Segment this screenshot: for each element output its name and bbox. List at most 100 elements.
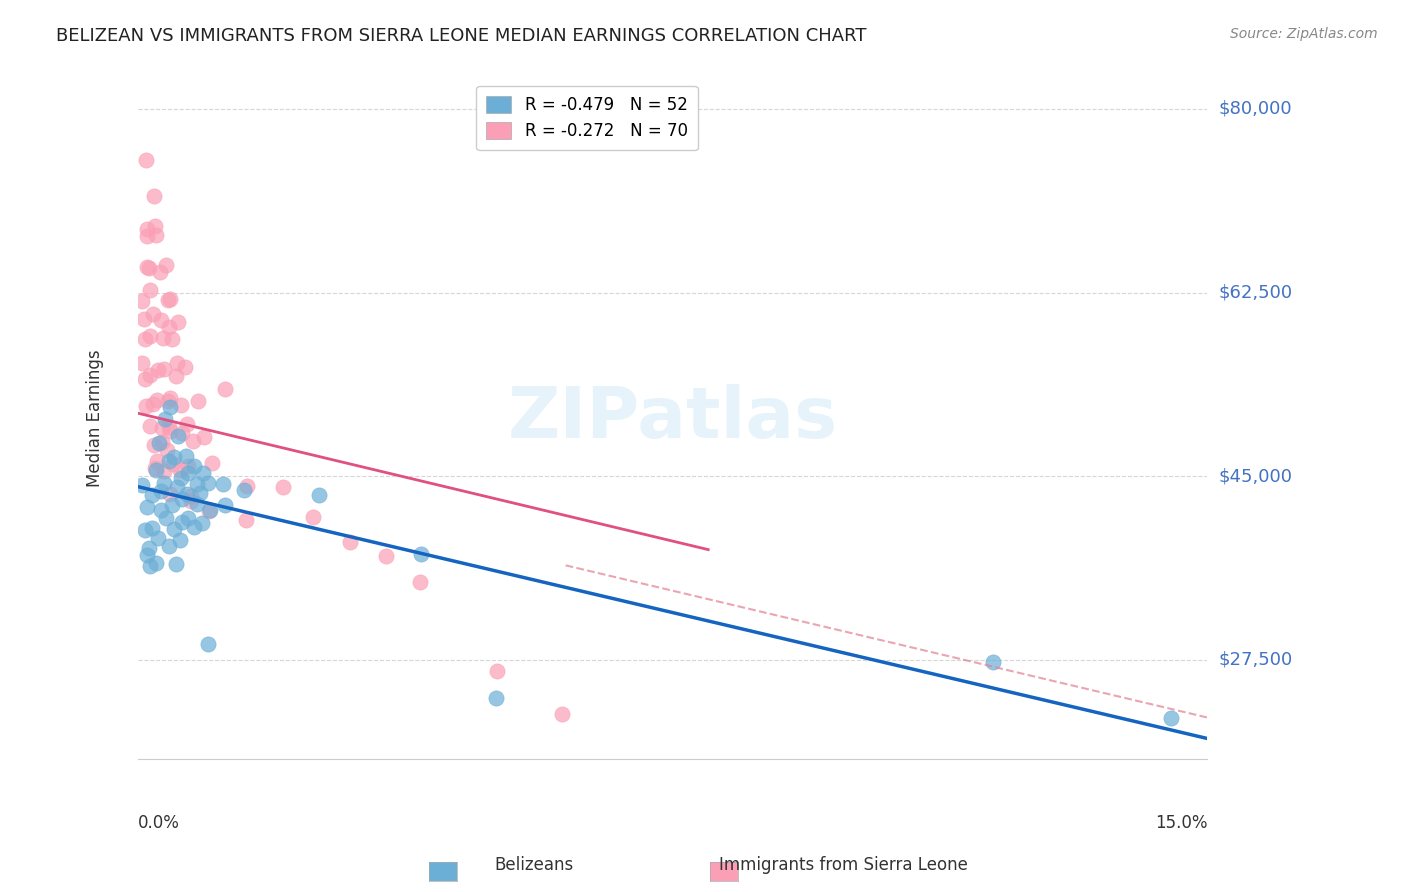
Point: [167, 429, 190, 443]
Point: [150, 313, 173, 327]
Point: [143, 438, 166, 452]
Point: [156, 443, 179, 458]
Point: [139, 419, 162, 434]
Point: [142, 397, 165, 411]
Point: [143, 189, 166, 203]
Point: [198, 504, 221, 518]
Point: [157, 454, 180, 468]
Point: [160, 498, 183, 512]
Point: [308, 488, 330, 502]
Point: [153, 464, 176, 478]
Point: [163, 450, 186, 465]
Point: [153, 412, 176, 426]
Point: [141, 521, 163, 535]
Point: [159, 400, 181, 414]
Point: [134, 332, 156, 346]
Point: [143, 219, 166, 233]
Point: [148, 531, 170, 545]
Point: [141, 488, 163, 502]
Point: [135, 399, 157, 413]
Point: [174, 449, 197, 463]
Point: [157, 320, 180, 334]
Point: [186, 476, 208, 491]
Point: [177, 467, 200, 481]
Point: [187, 393, 209, 408]
Point: [155, 511, 177, 525]
Point: [160, 332, 183, 346]
Text: BELIZEAN VS IMMIGRANTS FROM SIERRA LEONE MEDIAN EARNINGS CORRELATION CHART: BELIZEAN VS IMMIGRANTS FROM SIERRA LEONE…: [56, 27, 866, 45]
Point: [176, 511, 198, 525]
Point: [201, 456, 224, 470]
Point: [138, 329, 160, 343]
Point: [166, 356, 188, 370]
Text: $62,500: $62,500: [1219, 284, 1292, 301]
Point: [197, 637, 219, 651]
Point: [167, 315, 190, 329]
Point: [136, 229, 159, 244]
Point: [551, 706, 574, 721]
Point: [409, 574, 432, 589]
Point: [145, 556, 167, 570]
Point: [139, 558, 162, 573]
Point: [374, 549, 396, 564]
Point: [139, 368, 162, 383]
Point: [131, 356, 153, 370]
Point: [301, 509, 323, 524]
Text: Immigrants from Sierra Leone: Immigrants from Sierra Leone: [718, 856, 969, 874]
Point: [153, 362, 176, 376]
Point: [159, 539, 181, 553]
Point: [176, 487, 198, 501]
Point: [197, 475, 219, 490]
Point: [143, 461, 166, 475]
Point: [181, 434, 204, 449]
Point: [150, 421, 173, 435]
Point: [146, 454, 169, 468]
Point: [169, 533, 191, 547]
Point: [146, 363, 169, 377]
Text: ZIPatlas: ZIPatlas: [508, 384, 838, 453]
Point: [174, 360, 197, 375]
Point: [135, 222, 157, 236]
Point: [150, 502, 173, 516]
Point: [339, 534, 361, 549]
Point: [159, 487, 181, 501]
Point: [156, 394, 179, 409]
Point: [134, 523, 156, 537]
Point: [138, 541, 160, 555]
Point: [139, 284, 162, 298]
Point: [159, 292, 181, 306]
Point: [233, 483, 256, 498]
Point: [159, 424, 181, 438]
Text: Source: ZipAtlas.com: Source: ZipAtlas.com: [1230, 27, 1378, 41]
Point: [145, 463, 167, 477]
Point: [176, 417, 198, 431]
Point: [485, 691, 508, 706]
Point: [183, 459, 205, 474]
Point: [152, 331, 174, 345]
Point: [186, 497, 208, 511]
Point: [271, 479, 294, 493]
Point: [409, 547, 432, 561]
Legend: R = -0.479   N = 52, R = -0.272   N = 70: R = -0.479 N = 52, R = -0.272 N = 70: [477, 86, 697, 151]
Point: [162, 457, 184, 471]
Point: [145, 227, 167, 242]
Point: [170, 398, 193, 412]
Point: [163, 522, 186, 536]
Text: 0.0%: 0.0%: [138, 814, 180, 832]
Point: [159, 391, 181, 405]
Point: [190, 485, 212, 500]
Point: [136, 500, 159, 515]
Point: [165, 369, 187, 384]
Point: [486, 665, 509, 679]
Point: [135, 153, 157, 167]
Point: [170, 471, 193, 485]
Point: [236, 479, 259, 493]
Point: [180, 494, 202, 508]
Point: [166, 480, 188, 494]
Point: [134, 372, 156, 386]
Point: [150, 435, 173, 450]
Point: [153, 475, 176, 490]
Text: $27,500: $27,500: [1219, 651, 1292, 669]
Point: [165, 557, 187, 571]
Point: [180, 489, 202, 503]
